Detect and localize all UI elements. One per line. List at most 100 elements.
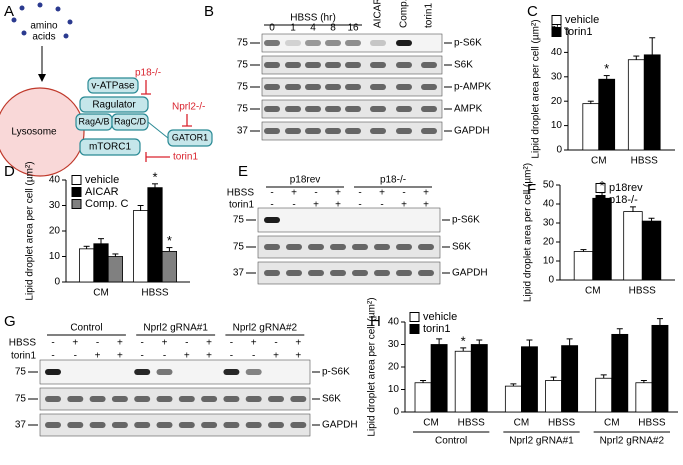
bar (79, 248, 95, 283)
x-tick-label: CM (514, 418, 530, 429)
band (396, 106, 412, 112)
lane-label: AICAR (373, 0, 384, 28)
y-tick-label: 40 (49, 175, 61, 186)
legend-label: vehicle (423, 311, 457, 323)
legend-swatch (71, 187, 82, 197)
y-tick-label: 20 (551, 96, 563, 107)
legend-swatch (595, 195, 606, 205)
band (396, 40, 412, 46)
band (308, 244, 324, 250)
condition-label: HBSS (227, 188, 255, 199)
group-label: p18-/- (380, 175, 406, 186)
band (345, 106, 361, 112)
sign: + (295, 338, 301, 349)
diagram-label: mTORC1 (89, 142, 131, 153)
band (374, 244, 390, 250)
diagram-label: GATOR1 (172, 132, 208, 142)
band (305, 84, 321, 90)
band (418, 244, 434, 250)
band (396, 270, 412, 276)
band-label: GAPDH (452, 268, 488, 279)
sign: + (117, 351, 123, 362)
lane-label: torin1 (424, 3, 435, 28)
y-tick-label: 0 (556, 145, 562, 156)
bar (545, 380, 562, 413)
band (345, 40, 361, 46)
mw-label: 75 (15, 367, 27, 378)
x-tick-label: HBSS (629, 286, 657, 297)
sign: - (252, 351, 255, 362)
sign: + (251, 338, 257, 349)
lane-label: 8 (330, 23, 336, 34)
y-tick-label: 10 (551, 120, 563, 131)
diagram-label: v-ATPase (91, 81, 135, 92)
y-tick-label: 30 (551, 71, 563, 82)
band (325, 128, 341, 134)
arrow-head (38, 74, 46, 82)
diagram-label: Ragulator (92, 100, 136, 111)
mw-label: 75 (237, 60, 249, 71)
mw-label: 75 (237, 82, 249, 93)
sign: - (270, 188, 273, 199)
legend-label: torin1 (565, 26, 593, 38)
sign: + (295, 351, 301, 362)
mw-label: 37 (237, 126, 249, 137)
band (370, 128, 386, 134)
band (268, 422, 284, 428)
legend-swatch (409, 324, 420, 334)
bar (504, 385, 522, 413)
legend-label: AICAR (85, 186, 119, 198)
y-axis-label: Lipid droplet area per cell (µm²) (523, 163, 534, 302)
band (286, 244, 302, 250)
y-tick-label: 40 (551, 47, 563, 58)
band-label: GAPDH (322, 420, 358, 431)
x-tick-label: CM (591, 156, 607, 167)
panel-label: D (4, 163, 15, 180)
lane-label: 0 (269, 23, 275, 34)
bar (107, 256, 123, 283)
mw-label: 75 (233, 242, 245, 253)
band-label: p-AMPK (454, 82, 492, 93)
band (178, 396, 195, 402)
x-tick-label: HBSS (458, 418, 486, 429)
bar (592, 197, 612, 281)
band (285, 62, 301, 68)
band (305, 128, 321, 134)
band (245, 396, 262, 402)
band (285, 106, 301, 112)
y-tick-label: 20 (543, 237, 555, 248)
bar (627, 59, 645, 151)
band (352, 244, 368, 250)
bar (561, 345, 579, 413)
band (330, 270, 346, 276)
band (285, 84, 301, 90)
band (264, 244, 280, 250)
mw-label: 75 (237, 104, 249, 115)
band-label: S6K (322, 394, 341, 405)
node (79, 96, 149, 113)
band (89, 422, 106, 428)
band (305, 106, 321, 112)
group-label: Control (70, 323, 102, 334)
bar (641, 220, 662, 281)
band (290, 396, 307, 402)
sign: + (273, 351, 279, 362)
band (268, 396, 284, 402)
bar (635, 382, 653, 413)
band (264, 217, 280, 223)
bar (414, 382, 432, 413)
condition-label: HBSS (9, 338, 37, 349)
panel-label: F (527, 181, 536, 198)
y-tick-label: 0 (393, 407, 399, 418)
bar (611, 333, 629, 413)
sign: - (230, 351, 233, 362)
y-tick-label: 40 (388, 317, 400, 328)
group-label: Nprl2 gRNA#1 (143, 323, 208, 334)
bar (454, 350, 472, 413)
band (325, 106, 341, 112)
legend-swatch (551, 15, 562, 25)
band (396, 62, 412, 68)
group-label: Nprl2 gRNA#1 (509, 436, 574, 447)
band (156, 422, 173, 428)
band (89, 396, 106, 402)
